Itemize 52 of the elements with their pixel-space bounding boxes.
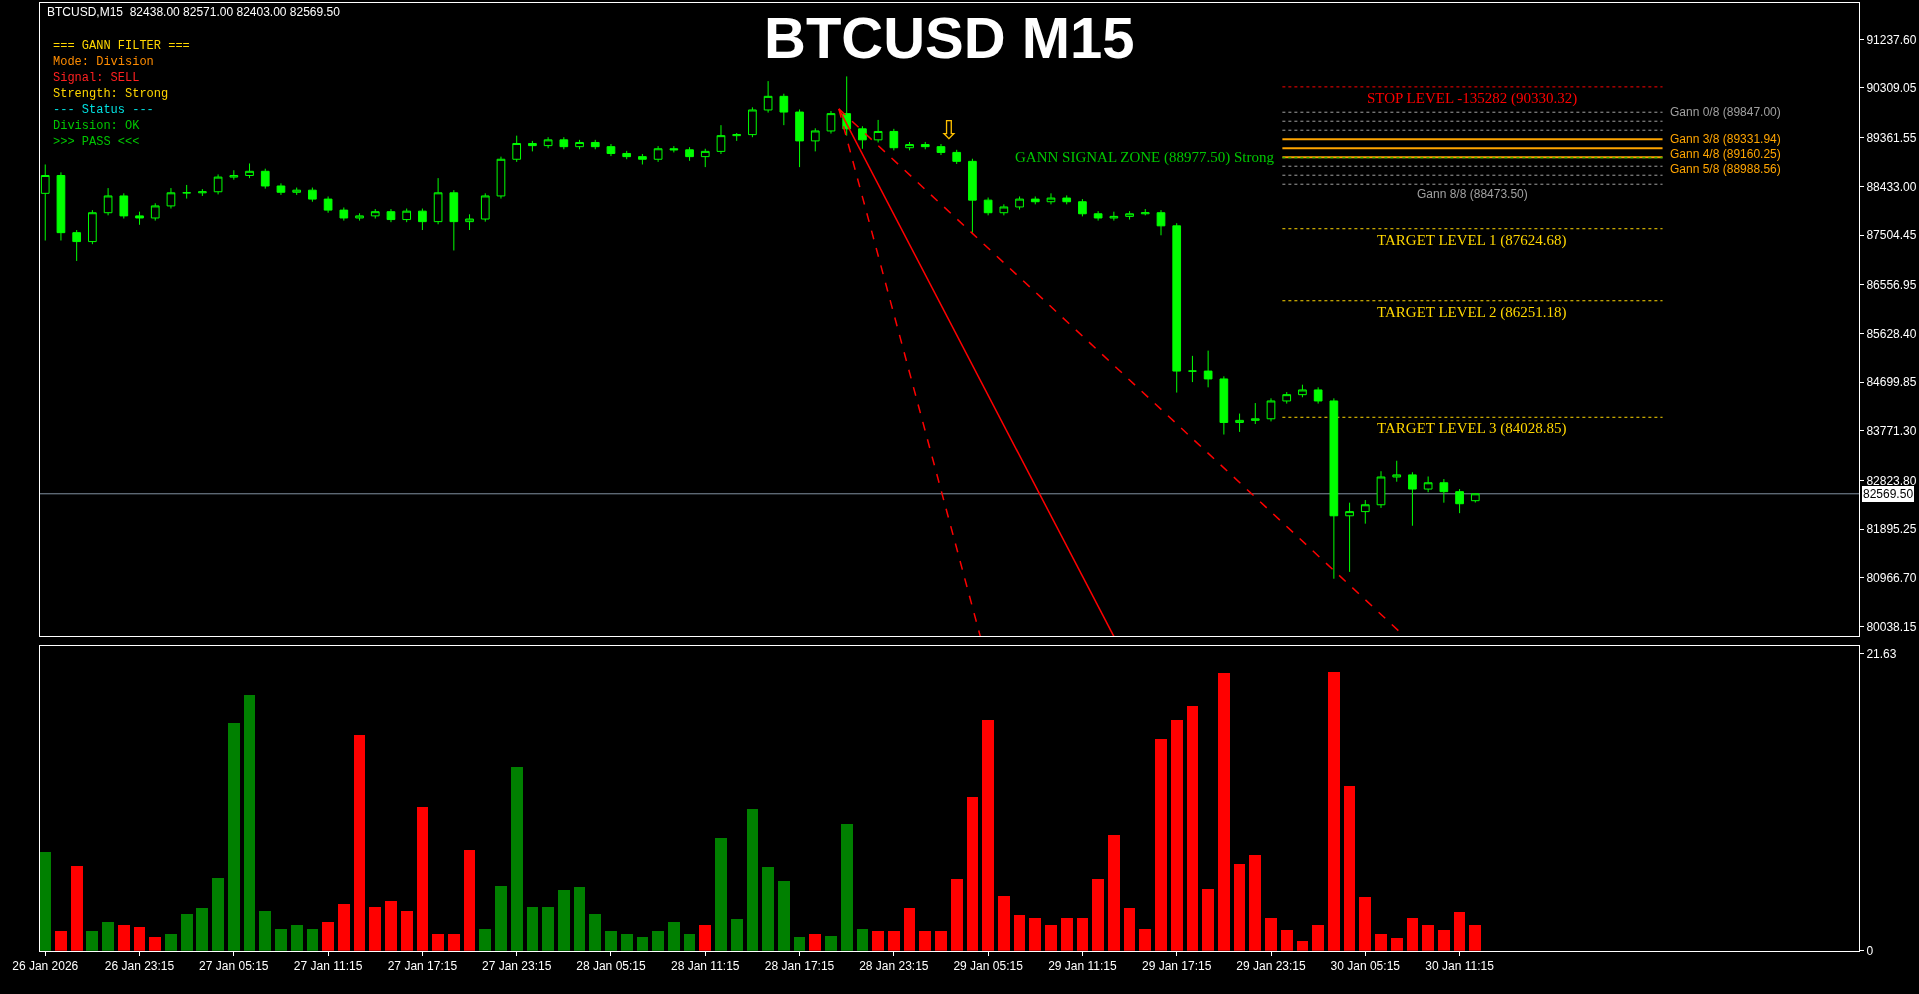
x-tick-label: 27 Jan 11:15 [293,959,363,974]
annotation: Signal: SELL [53,71,140,85]
y-tick-label: 90309.05 [1866,81,1917,96]
x-tick-label: 30 Jan 05:15 [1330,959,1401,974]
y-tick-label: 85628.40 [1866,326,1917,341]
y-tick-label: 87504.45 [1866,228,1917,243]
x-tick-label: 26 Jan 2026 [12,959,79,974]
x-tick-label: 28 Jan 23:15 [859,959,929,974]
x-tick-label: 27 Jan 23:15 [481,959,552,974]
chart-title: BTCUSD M15 [764,5,1135,70]
y-tick-label: 80966.70 [1866,571,1917,586]
ref-line-label: TARGET LEVEL 1 (87624.68) [1377,232,1567,249]
annotation: --- Status --- [53,103,154,117]
annotation: Division: OK [53,119,141,133]
y-tick-label: 83771.30 [1866,423,1917,438]
annotation: Mode: Division [53,55,154,69]
ref-line-label: Gann 4/8 (89160.25) [1670,147,1781,161]
x-tick-label: 28 Jan 05:15 [576,959,646,974]
ref-line-label: TARGET LEVEL 2 (86251.18) [1377,304,1567,321]
x-tick-label: 29 Jan 17:15 [1142,959,1212,974]
ref-line-label: Gann 5/8 (88988.56) [1670,162,1781,176]
x-tick-label: 28 Jan 17:15 [764,959,835,974]
x-tick-label: 27 Jan 05:15 [199,959,269,974]
x-tick-label: 26 Jan 23:15 [104,959,175,974]
y-tick-label: 80038.15 [1866,619,1917,634]
x-tick-label: 27 Jan 17:15 [387,959,458,974]
x-tick-label: 30 Jan 11:15 [1425,959,1495,974]
ref-line-label: Gann 3/8 (89331.94) [1670,132,1781,146]
y-tick-label: 88433.00 [1866,179,1917,194]
y-tick-label: 0 [1866,943,1874,958]
x-tick-label: 28 Jan 11:15 [671,959,740,974]
annotation: >>> PASS <<< [53,135,140,149]
x-tick-label: 29 Jan 11:15 [1048,959,1117,974]
chart-subtitle: BTCUSD,M15 82438.00 82571.00 82403.00 82569.50 [47,5,341,19]
y-tick-label: 84699.85 [1866,375,1917,390]
y-tick-label: 81895.25 [1866,522,1917,537]
annotation: ⇩ [938,115,960,145]
ref-line-label: TARGET LEVEL 3 (84028.85) [1377,420,1567,437]
ref-line-label: 82569.50 [1863,487,1914,501]
ref-line-label: STOP LEVEL -135282 (90330.32) [1367,90,1578,107]
y-tick-label: 21.63 [1866,647,1897,662]
y-tick-label: 91237.60 [1866,32,1917,47]
ref-line-label: GANN SIGNAL ZONE (88977.50) Strong [1015,149,1275,166]
y-tick-label: 89361.55 [1866,130,1917,145]
annotation: Strength: Strong [53,87,169,101]
x-tick-label: 29 Jan 05:15 [953,959,1024,974]
ref-line-label: Gann 8/8 (88473.50) [1417,187,1528,201]
y-tick-label: 86556.95 [1866,277,1917,292]
y-tick-label: 82823.80 [1866,473,1917,488]
annotation: === GANN FILTER === [53,39,190,53]
ref-line-label: Gann 0/8 (89847.00) [1670,105,1781,119]
x-tick-label: 29 Jan 23:15 [1236,959,1307,974]
